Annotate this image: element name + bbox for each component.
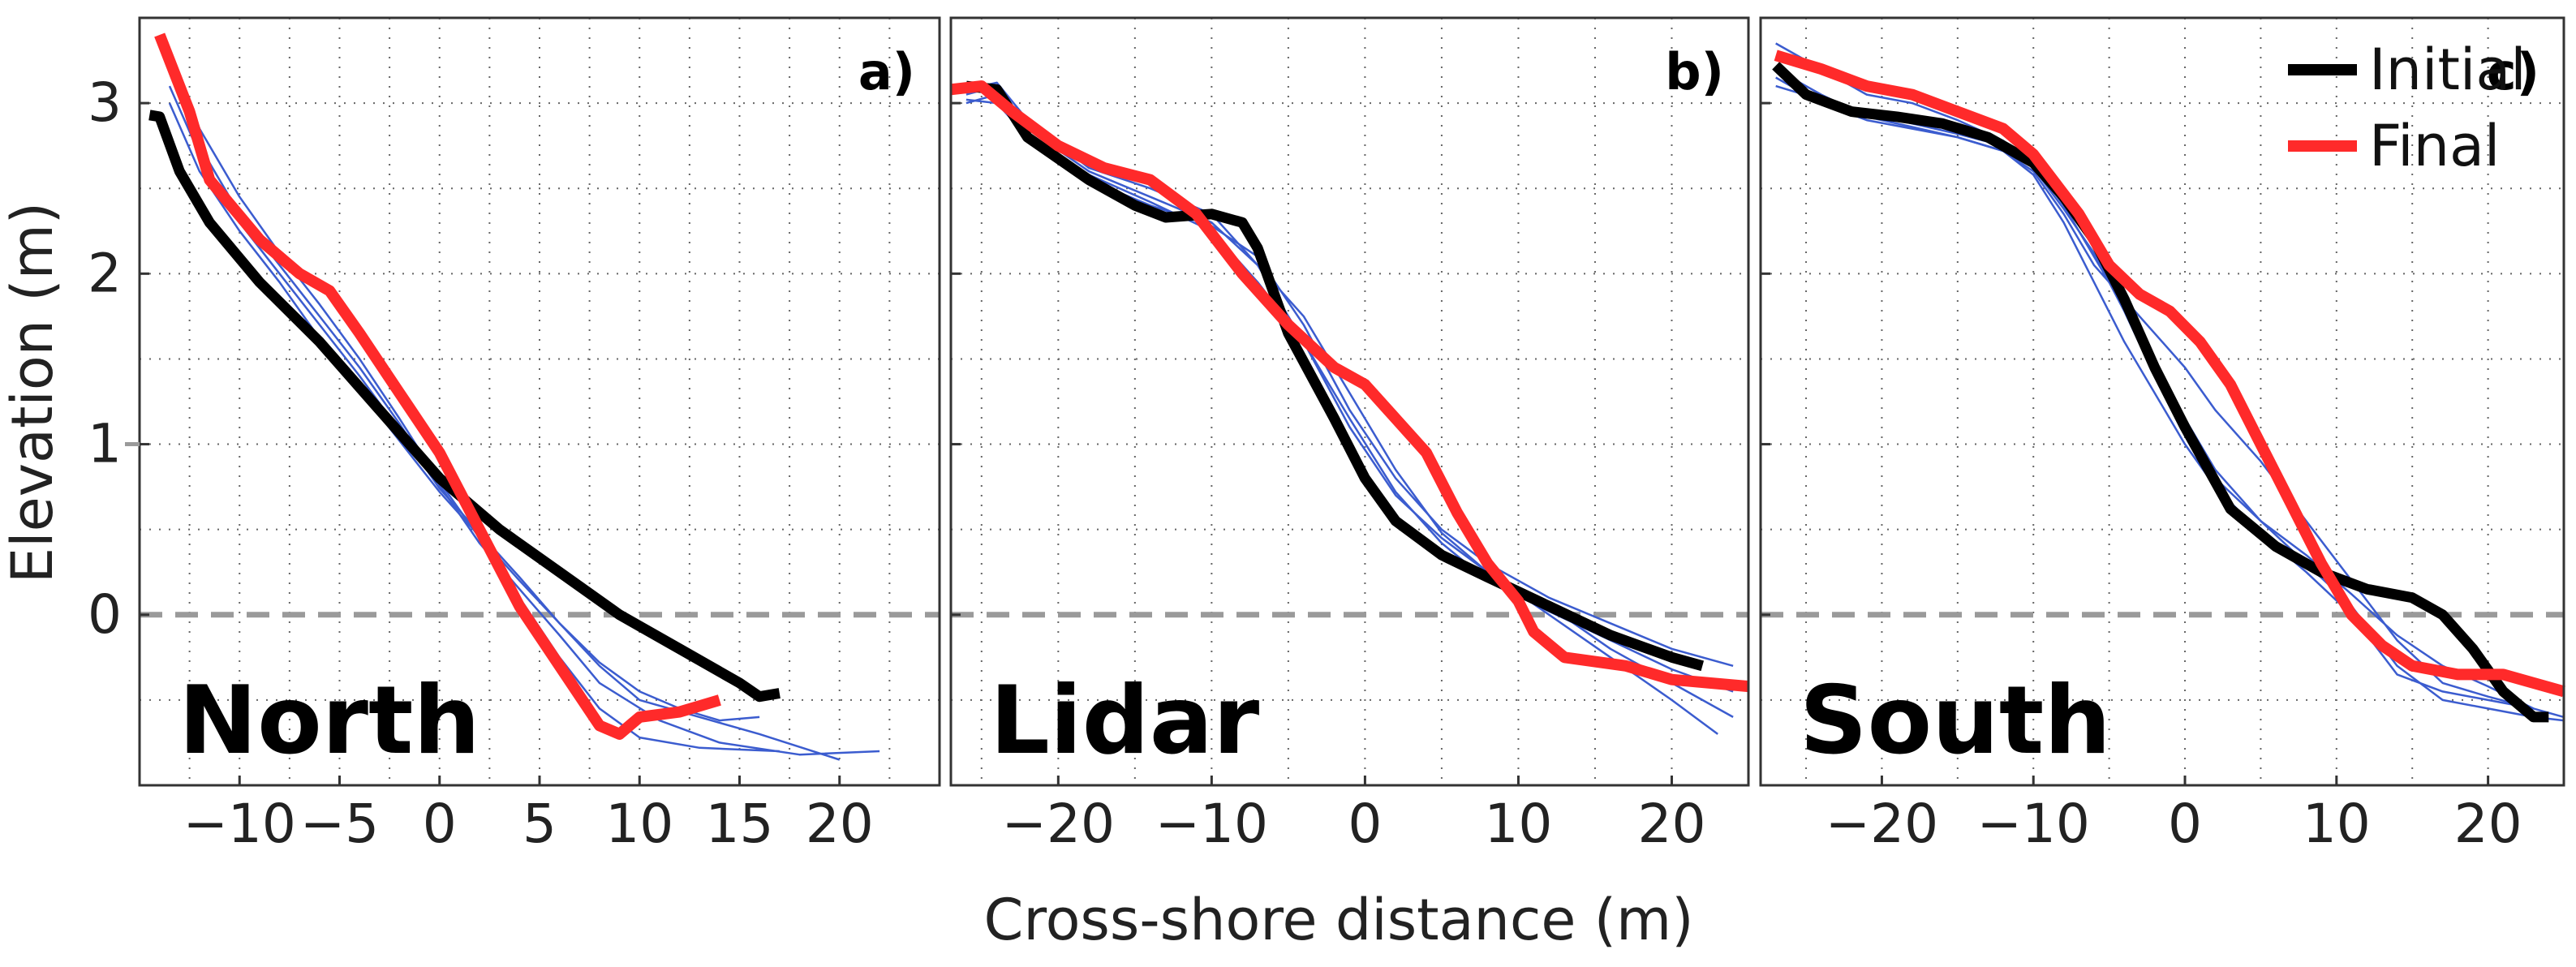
series-intermediate-line: [168, 51, 780, 753]
legend-initial-label: Initial: [2369, 37, 2527, 103]
series-initial-line: [1772, 62, 2549, 723]
y-tick-label: 1: [88, 413, 122, 475]
series-intermediate-line: [168, 68, 880, 756]
panel-1: −10 −5 0 5 10 15 20 0 1 2 3 a) North: [88, 16, 941, 855]
panel-letter: c): [2487, 42, 2539, 101]
panel-frame: [1759, 16, 2565, 787]
y-tick-label: 2: [88, 242, 122, 304]
x-tick-label: 10: [1484, 793, 1552, 855]
panel-name: South: [1800, 666, 2111, 776]
panel-2: −20 −10 0 10 20 b) Lidar: [949, 16, 1750, 855]
x-tick-label: 15: [706, 793, 774, 855]
series-initial-line: [965, 80, 1705, 672]
x-tick-label: −20: [1826, 793, 1938, 855]
panel-frame: [949, 16, 1750, 787]
y-tick-label: 0: [88, 583, 122, 646]
x-tick-label: 0: [2168, 793, 2202, 855]
x-tick-label: 5: [523, 793, 557, 855]
x-tick-label: 20: [2454, 793, 2522, 855]
panel-name: Lidar: [990, 666, 1259, 776]
series-intermediate-line: [168, 85, 841, 761]
x-tick-label: 10: [2303, 793, 2371, 855]
x-tick-label: 0: [423, 793, 457, 855]
series-intermediate-line: [168, 102, 760, 722]
x-tick-label: −10: [1155, 793, 1268, 855]
x-axis-label: Cross-shore distance (m): [983, 887, 1693, 953]
legend-final-label: Final: [2369, 113, 2500, 179]
series-final-line: [950, 80, 1749, 693]
panel-letter: a): [858, 42, 915, 101]
series-intermediate-line: [965, 98, 1734, 668]
panel-letter: b): [1665, 42, 1724, 101]
x-tick-label: 20: [1637, 793, 1705, 855]
panel-name: North: [178, 666, 480, 776]
x-tick-label: −10: [183, 793, 296, 855]
legend: Initial Final: [2288, 37, 2527, 179]
series-intermediate-line: [1775, 68, 2534, 710]
x-tick-label: 0: [1348, 793, 1382, 855]
y-tick-label: 3: [88, 71, 122, 134]
x-tick-label: 20: [806, 793, 874, 855]
x-tick-label: −20: [1002, 793, 1115, 855]
x-tick-label: −10: [1977, 793, 2090, 855]
x-tick-label: −5: [300, 793, 379, 855]
series-final-line: [154, 32, 721, 740]
panel-3: −20 −10 0 10 20 c) South: [1759, 16, 2565, 855]
series-initial-line: [148, 110, 781, 703]
x-tick-label: 10: [605, 793, 673, 855]
series-final-line: [1774, 49, 2565, 698]
y-axis-label: Elevation (m): [0, 202, 66, 583]
